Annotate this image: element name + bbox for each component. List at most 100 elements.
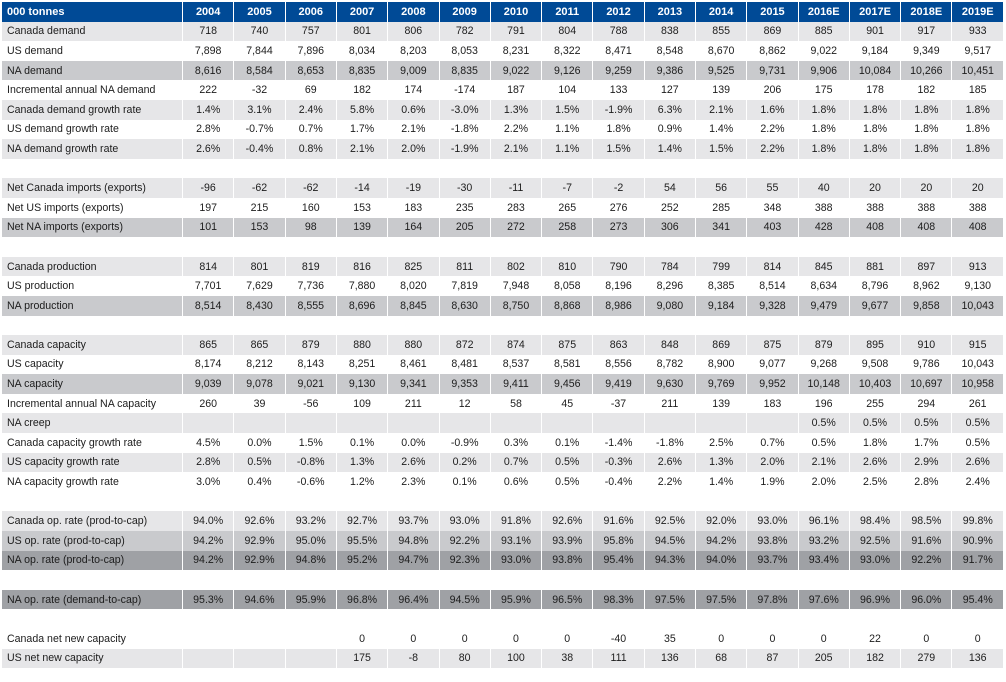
table-cell: 1.8% xyxy=(952,139,1004,159)
table-cell: 93.0% xyxy=(439,511,491,532)
table-cell: 2.8% xyxy=(901,472,953,492)
table-cell: 92.6% xyxy=(542,511,594,532)
table-cell: 848 xyxy=(644,335,696,355)
table-cell: 388 xyxy=(849,197,902,218)
table-cell: 101 xyxy=(183,217,235,238)
table-cell: 2.1% xyxy=(388,119,440,140)
table-cell xyxy=(388,413,440,434)
table-cell xyxy=(696,609,748,629)
table-cell: 8,782 xyxy=(644,354,696,375)
table-cell: 0.2% xyxy=(439,452,491,473)
table-cell: 5.8% xyxy=(336,99,389,120)
table-cell: 9,353 xyxy=(439,374,491,394)
table-cell: 1.5% xyxy=(696,139,748,159)
table-cell: 1.1% xyxy=(542,139,594,159)
table-cell: 8,514 xyxy=(747,276,799,296)
table-cell: 276 xyxy=(593,197,645,218)
table-cell xyxy=(798,315,850,336)
table-cell: 10,266 xyxy=(901,60,953,81)
table-cell xyxy=(183,648,235,669)
table-cell: -11 xyxy=(490,178,543,198)
table-cell: 814 xyxy=(747,256,799,277)
table-cell: 2.1% xyxy=(490,139,543,159)
table-cell xyxy=(285,158,337,179)
column-header-year: 2015 xyxy=(747,2,799,22)
table-cell xyxy=(849,158,902,179)
table-cell xyxy=(234,413,286,434)
table-cell: 252 xyxy=(644,197,696,218)
table-cell: 855 xyxy=(696,21,748,42)
table-cell xyxy=(439,570,491,590)
table-cell: 9,130 xyxy=(336,374,389,394)
table-cell xyxy=(849,609,902,629)
table-cell: 388 xyxy=(901,197,953,218)
table-cell: 1.1% xyxy=(542,119,594,140)
table-cell: -96 xyxy=(183,178,235,198)
table-cell xyxy=(285,609,337,629)
table-cell xyxy=(593,413,645,434)
table-cell: 182 xyxy=(901,80,953,100)
table-cell: 804 xyxy=(542,21,594,42)
table-cell: 8,461 xyxy=(388,354,440,375)
table-cell: 2.2% xyxy=(747,139,799,159)
table-cell xyxy=(696,570,748,590)
table-cell: 915 xyxy=(952,335,1004,355)
table-cell: 1.8% xyxy=(849,139,902,159)
table-cell: 782 xyxy=(439,21,491,42)
table-cell: 0.8% xyxy=(285,139,337,159)
table-cell: 97.8% xyxy=(747,589,799,610)
table-cell xyxy=(336,413,389,434)
column-header-year: 2008 xyxy=(388,2,440,22)
table-cell: 174 xyxy=(388,80,440,100)
table-cell: 0.6% xyxy=(388,99,440,120)
table-cell: 814 xyxy=(183,256,235,277)
table-cell: -1.8% xyxy=(644,433,696,453)
table-cell: 1.8% xyxy=(849,99,902,120)
table-cell: -19 xyxy=(388,178,440,198)
table-cell: 901 xyxy=(849,21,902,42)
table-cell xyxy=(593,315,645,336)
table-cell: 97.6% xyxy=(798,589,850,610)
table-cell: 294 xyxy=(901,393,953,414)
table-cell: 92.3% xyxy=(439,550,491,571)
table-cell xyxy=(593,609,645,629)
row-label: NA capacity xyxy=(2,374,184,394)
table-cell: 1.8% xyxy=(849,119,902,140)
table-cell xyxy=(849,491,902,512)
table-cell: -1.9% xyxy=(439,139,491,159)
table-cell: 265 xyxy=(542,197,594,218)
table-cell xyxy=(952,237,1004,257)
table-cell: 8,481 xyxy=(439,354,491,375)
table-cell: 10,043 xyxy=(952,354,1004,375)
table-cell xyxy=(388,315,440,336)
table-cell: 408 xyxy=(901,217,953,238)
table-cell: 0.7% xyxy=(490,452,543,473)
row-label: US net new capacity xyxy=(2,648,184,669)
table-cell: 197 xyxy=(183,197,235,218)
table-cell: 348 xyxy=(747,197,799,218)
table-cell: 913 xyxy=(952,256,1004,277)
table-cell: 91.8% xyxy=(490,511,543,532)
table-cell xyxy=(644,315,696,336)
table-cell: 91.7% xyxy=(952,550,1004,571)
table-cell: 2.1% xyxy=(798,452,850,473)
table-cell: 874 xyxy=(490,335,543,355)
table-row: Canada demand 718 740 757 801 806 782 791 804 788… xyxy=(2,21,1004,42)
table-cell xyxy=(285,413,337,434)
table-cell xyxy=(798,609,850,629)
table-cell: 0.5% xyxy=(849,413,902,434)
table-cell: 182 xyxy=(849,648,902,669)
table-cell: 183 xyxy=(388,197,440,218)
table-cell: 757 xyxy=(285,21,337,42)
table-cell: 3.0% xyxy=(183,472,235,492)
table-cell: 8,143 xyxy=(285,354,337,375)
table-cell: 92.5% xyxy=(644,511,696,532)
table-cell: 9,080 xyxy=(644,295,696,316)
table-cell: 87 xyxy=(747,648,799,669)
table-cell: 8,555 xyxy=(285,295,337,316)
row-label: Net US imports (exports) xyxy=(2,197,184,218)
table-cell: 93.8% xyxy=(747,531,799,551)
table-cell: 93.0% xyxy=(849,550,902,571)
table-cell: 104 xyxy=(542,80,594,100)
table-cell: 10,697 xyxy=(901,374,953,394)
